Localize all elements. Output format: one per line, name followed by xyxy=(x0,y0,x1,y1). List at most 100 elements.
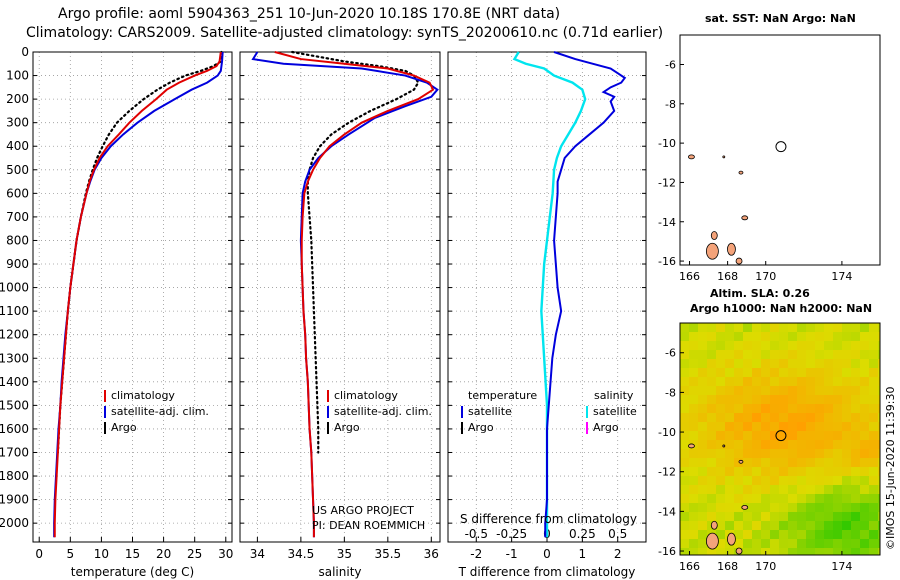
map-y-tick-label: -10 xyxy=(658,137,676,150)
heatmap-cell xyxy=(743,350,753,360)
heatmap-cell xyxy=(806,449,816,459)
heatmap-cell xyxy=(860,368,870,378)
heatmap-cell xyxy=(761,368,771,378)
heatmap-cell xyxy=(788,341,798,351)
heatmap-cell xyxy=(716,404,726,414)
heatmap-cell xyxy=(869,404,879,414)
heatmap-cell xyxy=(842,458,852,468)
heatmap-cell xyxy=(680,512,690,522)
map-y-tick-label: -8 xyxy=(665,386,676,399)
heatmap-cell xyxy=(779,377,789,387)
heatmap-cell xyxy=(842,332,852,342)
heatmap-cell xyxy=(752,512,762,522)
heatmap-cell xyxy=(725,323,735,333)
heatmap-cell xyxy=(869,395,879,405)
difference-panel: -2 -1 0 1 2 T difference from climatology -0.5… xyxy=(447,51,647,579)
island-shape xyxy=(688,154,695,160)
heatmap-cell xyxy=(734,485,744,495)
heatmap-cell xyxy=(707,440,717,450)
heatmap-cell xyxy=(833,323,843,333)
heatmap-cell xyxy=(761,539,771,549)
heatmap-cell xyxy=(770,512,780,522)
heatmap-cell xyxy=(815,458,825,468)
heatmap-cell xyxy=(707,485,717,495)
heatmap-cell xyxy=(716,386,726,396)
heatmap-cell xyxy=(788,467,798,477)
heatmap-cell xyxy=(797,503,807,513)
heatmap-cell xyxy=(860,377,870,387)
heatmap-cell xyxy=(860,530,870,540)
heatmap-cell xyxy=(842,413,852,423)
heatmap-cell xyxy=(797,395,807,405)
x-tick-label: 20 xyxy=(156,547,171,561)
heatmap-cell xyxy=(716,341,726,351)
heatmap-cell xyxy=(860,485,870,495)
heatmap-cell xyxy=(698,323,708,333)
heatmap-cell xyxy=(761,494,771,504)
heatmap-cell xyxy=(725,341,735,351)
heatmap-cell xyxy=(698,440,708,450)
heatmap-cell xyxy=(797,512,807,522)
heatmap-cell xyxy=(734,323,744,333)
island-shape xyxy=(705,532,719,550)
heatmap-cell xyxy=(824,521,834,531)
heatmap-cell xyxy=(761,413,771,423)
x-tick-label: 2 xyxy=(614,547,622,561)
heatmap-cell xyxy=(680,386,690,396)
heatmap-cell xyxy=(761,485,771,495)
heatmap-cell xyxy=(815,548,825,556)
heatmap-cell xyxy=(716,413,726,423)
heatmap-cell xyxy=(842,512,852,522)
heatmap-cell xyxy=(716,395,726,405)
y-tick-label: 500 xyxy=(6,163,29,177)
heatmap-cell xyxy=(788,503,798,513)
heatmap-cell xyxy=(725,431,735,441)
heatmap-cell xyxy=(779,548,789,556)
heatmap-cell xyxy=(752,494,762,504)
heatmap-cell xyxy=(806,539,816,549)
heatmap-cell xyxy=(833,359,843,369)
heatmap-cell xyxy=(689,386,699,396)
height-map-panel: 166 168 170 174 -6 -8 -10 -12 -14 -16 xyxy=(658,322,881,573)
heatmap-cell xyxy=(824,386,834,396)
x-axis-label: temperature (deg C) xyxy=(71,565,194,579)
heatmap-cell xyxy=(779,404,789,414)
heatmap-cell xyxy=(878,395,881,405)
heatmap-cell xyxy=(851,341,861,351)
heatmap-cell xyxy=(725,449,735,459)
heatmap-cell xyxy=(806,503,816,513)
heatmap-cell xyxy=(869,341,879,351)
heatmap-cell xyxy=(689,350,699,360)
heatmap-cell xyxy=(878,512,881,522)
heatmap-cell xyxy=(833,458,843,468)
island-shape xyxy=(735,547,743,555)
heatmap-cell xyxy=(680,539,690,549)
heatmap-cell xyxy=(851,539,861,549)
heatmap-cell xyxy=(833,422,843,432)
heatmap-cell xyxy=(878,449,881,459)
y-tick-label: 700 xyxy=(6,210,29,224)
heatmap-cell xyxy=(698,332,708,342)
heatmap-cell xyxy=(797,323,807,333)
heatmap-cell xyxy=(743,530,753,540)
heatmap-cell xyxy=(734,440,744,450)
heatmap-cell xyxy=(878,386,881,396)
map-x-tick-label: 166 xyxy=(679,560,700,573)
heatmap-cell xyxy=(698,521,708,531)
heatmap-cell xyxy=(878,539,881,549)
y-tick-label: 400 xyxy=(6,139,29,153)
heatmap-cell xyxy=(779,539,789,549)
heatmap-cell xyxy=(689,368,699,378)
heatmap-cell xyxy=(833,350,843,360)
heatmap-cell xyxy=(788,458,798,468)
y-tick-label: 1900 xyxy=(0,493,29,507)
heatmap-cell xyxy=(878,413,881,423)
heatmap-cell xyxy=(860,413,870,423)
heatmap-cell xyxy=(770,449,780,459)
heatmap-cell xyxy=(869,449,879,459)
heatmap-cell xyxy=(806,476,816,486)
map-y-tick-label: -14 xyxy=(658,216,676,229)
heatmap-cell xyxy=(698,395,708,405)
y-tick-label: 0 xyxy=(21,45,29,59)
temperature-legend: climatology satellite-adj. clim. Argo xyxy=(104,389,209,434)
